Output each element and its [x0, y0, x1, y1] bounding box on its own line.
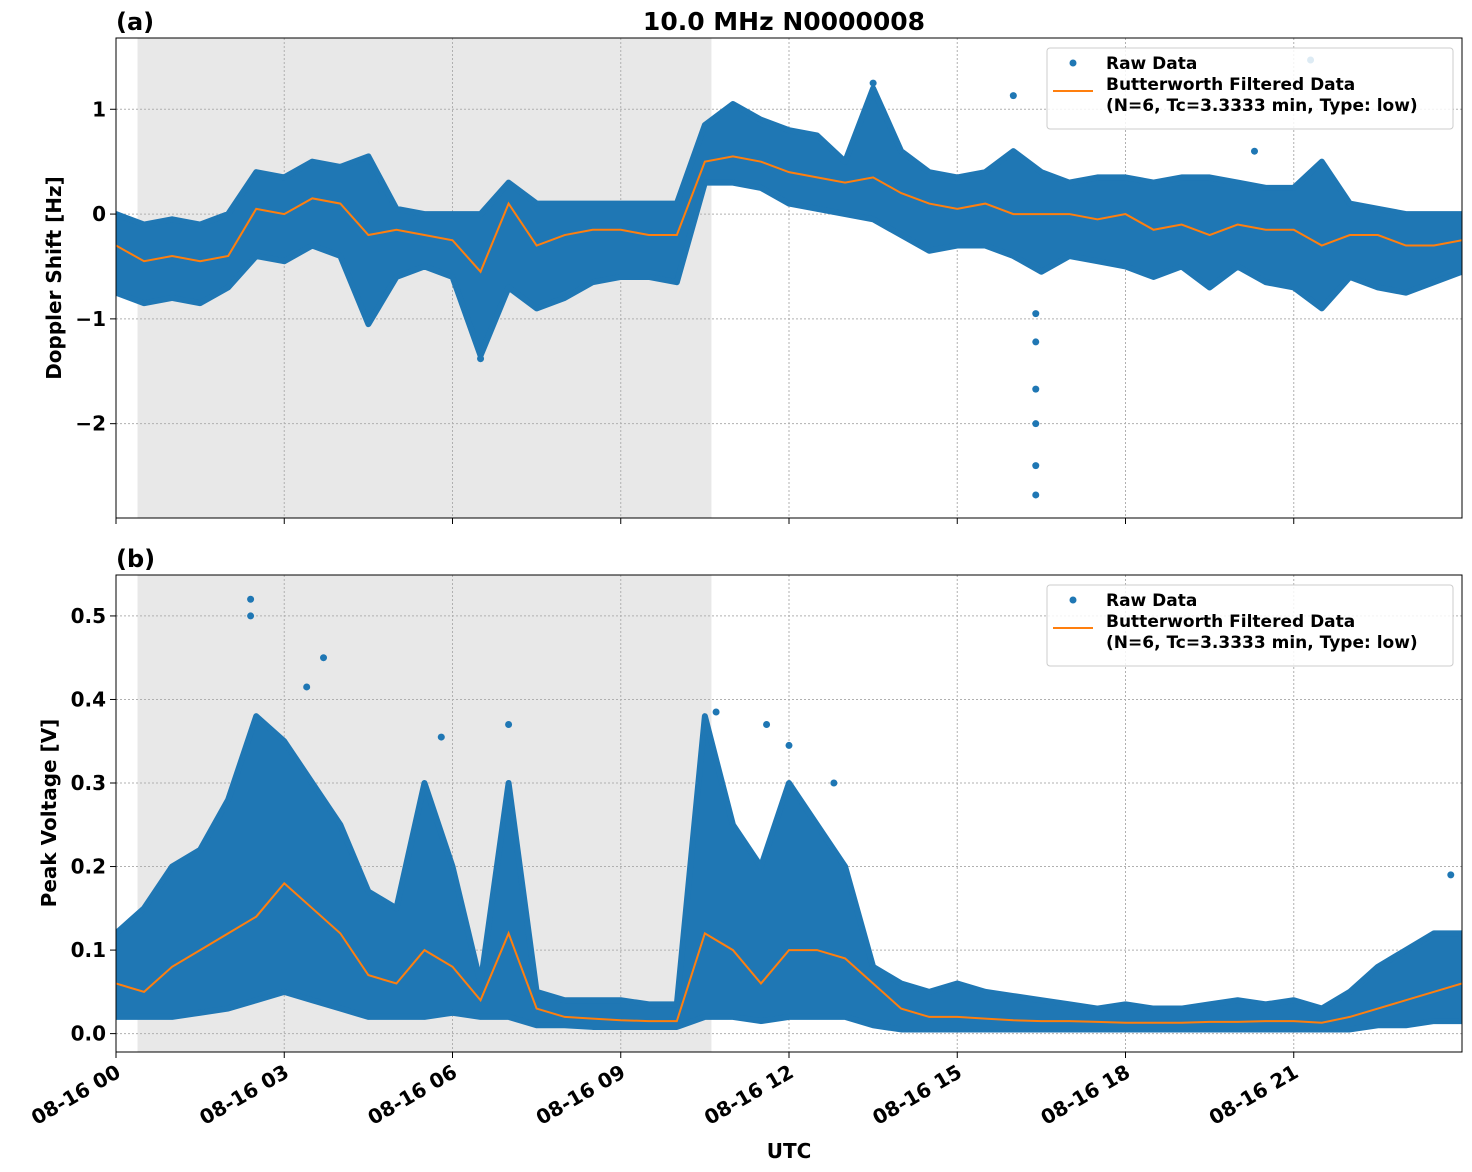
y-tick-label: 0: [92, 202, 106, 226]
raw-data-band: [116, 85, 1462, 359]
y-axis-label-b: Peak Voltage [V]: [37, 719, 61, 908]
x-tick-label: 08-16 15: [868, 1060, 966, 1130]
y-tick-label: −1: [75, 307, 106, 331]
raw-data-point: [505, 721, 513, 729]
filtered-data-line: [116, 155, 1462, 274]
y-tick-label: 0.1: [71, 938, 106, 962]
raw-data-band: [116, 713, 1462, 1033]
raw-data-point: [247, 595, 255, 603]
raw-data-point: [1032, 385, 1040, 393]
raw-data-point: [1032, 462, 1040, 470]
raw-data-point: [1032, 491, 1040, 499]
raw-data-point: [1032, 420, 1040, 428]
raw-data-point: [1009, 92, 1017, 100]
raw-data-point: [1032, 338, 1040, 346]
legend-filtered-params: (N=6, Tc=3.3333 min, Type: low): [1106, 96, 1418, 116]
x-tick-label: 08-16 09: [532, 1060, 630, 1130]
y-tick-label: 1: [92, 97, 106, 121]
legend-box: [1046, 584, 1454, 667]
raw-data-point: [712, 708, 720, 716]
legend-filtered-params: (N=6, Tc=3.3333 min, Type: low): [1106, 633, 1418, 653]
filtered-data-line: [116, 881, 1462, 1024]
legend-filtered-label: Butterworth Filtered Data: [1106, 612, 1355, 632]
raw-data-point: [1250, 147, 1258, 155]
raw-data-point: [303, 683, 311, 691]
raw-data-point: [320, 654, 328, 662]
panel-label-b: (b): [116, 545, 155, 573]
y-tick-label: 0.3: [71, 771, 106, 795]
legend-raw-marker: [1069, 59, 1077, 67]
x-tick-label: 08-16 21: [1205, 1060, 1303, 1130]
x-tick-label: 08-16 03: [195, 1060, 293, 1130]
y-tick-label: −2: [75, 412, 106, 436]
raw-data-point: [1032, 310, 1040, 318]
raw-data-point: [1447, 871, 1455, 879]
x-axis-label: UTC: [767, 1139, 812, 1163]
raw-data-point: [830, 779, 838, 787]
plot-area: [116, 595, 1462, 1033]
chart-title: 10.0 MHz N0000008: [643, 7, 925, 36]
legend-raw-label: Raw Data: [1106, 591, 1197, 611]
legend-raw-marker: [1069, 596, 1077, 604]
raw-data-point: [763, 721, 771, 729]
legend-raw-label: Raw Data: [1106, 54, 1197, 74]
legend-filtered-label: Butterworth Filtered Data: [1106, 75, 1355, 95]
raw-data-point: [247, 612, 255, 620]
x-tick-label: 08-16 12: [700, 1060, 798, 1130]
raw-data-point: [477, 355, 485, 363]
plot-area: [116, 56, 1462, 499]
x-tick-label: 08-16 06: [363, 1060, 461, 1130]
y-tick-label: 0.4: [71, 687, 106, 711]
y-tick-label: 0.2: [71, 855, 106, 879]
raw-data-point: [437, 733, 445, 741]
y-axis-label-a: Doppler Shift [Hz]: [42, 176, 66, 380]
panel-b: 0.0 0.1 0.2 0.3 0.4 0.5 08-16 00 08-16 03 08-16 …: [27, 574, 1463, 1130]
legend-box: [1046, 47, 1454, 130]
y-tick-label: 0.0: [71, 1022, 106, 1046]
x-tick-label: 08-16 18: [1036, 1060, 1134, 1130]
x-tick-label: 08-16 00: [27, 1060, 125, 1130]
raw-data-point: [785, 741, 793, 749]
y-tick-label: 0.5: [71, 604, 106, 628]
panel-label-a: (a): [116, 8, 154, 36]
raw-data-point: [869, 79, 877, 87]
